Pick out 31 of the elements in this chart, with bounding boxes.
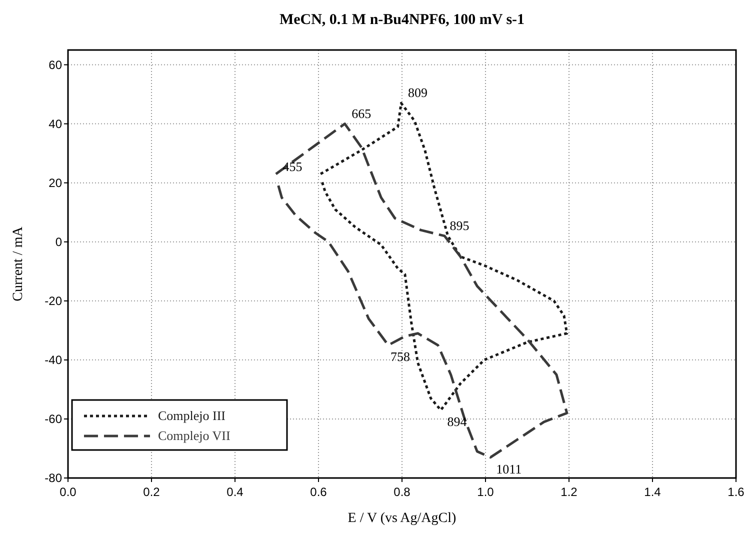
y-tick-label: -40 <box>44 352 62 367</box>
text: Complejo VII <box>158 428 230 443</box>
x-tick-label: 0.2 <box>143 485 160 499</box>
x-axis-title: E / V (vs Ag/AgCl) <box>348 511 457 526</box>
y-tick-label: -20 <box>44 294 62 308</box>
x-tick-label: 0.6 <box>310 485 328 499</box>
annotation: 665 <box>352 106 372 121</box>
x-tick-label: 1.6 <box>728 485 745 499</box>
y-tick-label: 20 <box>48 176 62 190</box>
annotation: 758 <box>390 349 410 364</box>
line-series <box>274 122 568 459</box>
chart-title: MeCN, 0.1 M n-Bu4NPF6, 100 mV s-1 <box>279 12 525 28</box>
y-tick-label: 40 <box>48 116 62 131</box>
annotation: 1011 <box>496 461 522 476</box>
annotation: 895 <box>450 218 470 233</box>
annotation: 809 <box>408 85 428 100</box>
line-series <box>319 102 568 412</box>
annotation: 894 <box>447 414 468 430</box>
x-tick-label: 1.4 <box>644 485 662 499</box>
x-tick-label: 0.8 <box>394 485 411 499</box>
x-tick-label: 1.2 <box>560 485 578 499</box>
text: Complejo III <box>158 408 226 423</box>
annotation: 455 <box>282 158 302 174</box>
y-tick-label: 60 <box>48 58 62 72</box>
x-tick-label: 0.0 <box>60 485 77 499</box>
y-tick-label: -60 <box>44 412 62 426</box>
x-tick-label: 0.4 <box>226 485 244 499</box>
y-tick-label: -80 <box>44 471 62 485</box>
y-tick-label: 0 <box>55 234 62 249</box>
x-tick-label: 1.0 <box>477 485 494 499</box>
y-axis-title: Current / mA <box>11 226 26 302</box>
